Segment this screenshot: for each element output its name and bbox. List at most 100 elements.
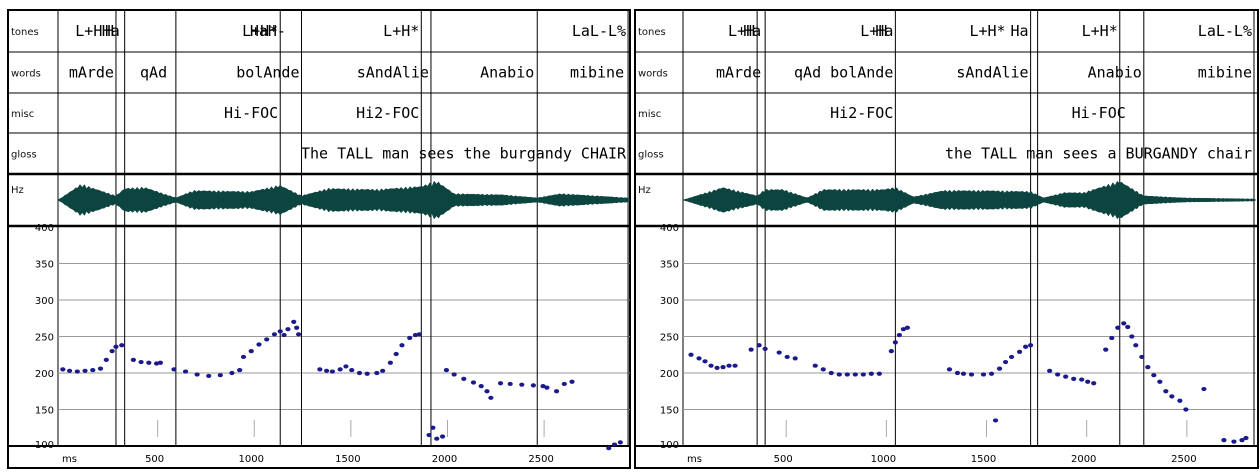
pitch-point — [904, 325, 910, 330]
x-tick-label: 1000 — [239, 454, 264, 465]
left-pitch-panel: toneswordsmiscglossHz1001502002503003504… — [7, 9, 631, 469]
pitch-point — [726, 363, 732, 368]
pitch-point — [553, 389, 560, 394]
pitch-point — [954, 370, 961, 376]
x-tick-label: 2500 — [528, 454, 553, 465]
pitch-point — [130, 357, 136, 362]
pitch-point — [540, 384, 546, 389]
x-tick-label: 500 — [774, 454, 793, 465]
pitch-point — [1163, 389, 1169, 394]
y-tick-label: 350 — [35, 260, 54, 271]
pitch-point — [90, 367, 96, 373]
pitch-point — [606, 446, 612, 451]
pitch-point — [1103, 347, 1109, 352]
pitch-point — [1109, 335, 1115, 341]
pitch-point — [900, 327, 906, 332]
words-tier-label: bolAnde — [236, 64, 299, 82]
tier-label-hz: Hz — [638, 185, 651, 196]
pitch-point — [356, 370, 363, 376]
pitch-point — [996, 366, 1003, 371]
pitch-point — [688, 352, 694, 357]
pitch-point — [561, 381, 567, 387]
gloss-tier-label: The TALL man sees the burgandy CHAIR — [301, 145, 627, 163]
tones-tier-label: Ha — [875, 22, 893, 40]
words-tier-label: mArde — [69, 64, 114, 82]
pitch-point — [1022, 344, 1029, 349]
pitch-point — [182, 369, 189, 374]
pitch-point — [784, 354, 790, 360]
words-tier-label: mibine — [570, 64, 624, 82]
tones-tier-label: Ha — [1011, 22, 1029, 40]
y-tick-label: 150 — [35, 406, 54, 417]
pitch-point — [876, 371, 882, 376]
pitch-point — [1002, 359, 1009, 365]
pitch-point — [343, 364, 349, 369]
pitch-point — [439, 434, 446, 439]
tones-tier-label: L+H* — [383, 22, 419, 40]
pitch-point — [860, 372, 866, 377]
pitch-point — [113, 344, 119, 349]
pitch-point — [1145, 365, 1151, 370]
pitch-point — [74, 369, 80, 374]
pitch-point — [1115, 325, 1121, 330]
pitch-point — [756, 343, 762, 348]
pitch-point — [461, 376, 467, 381]
y-tick-label: 400 — [660, 223, 679, 234]
x-axis-unit: ms — [62, 454, 77, 465]
pitch-point — [109, 349, 115, 354]
pitch-point — [194, 372, 200, 377]
pitch-point — [470, 380, 477, 385]
tier-label-misc: misc — [638, 109, 661, 120]
pitch-point — [248, 349, 254, 354]
pitch-point — [229, 370, 235, 376]
pitch-point — [82, 368, 88, 373]
pitch-point — [407, 335, 413, 341]
pitch-point — [1125, 324, 1131, 330]
pitch-point — [820, 367, 826, 372]
pitch-point — [281, 332, 287, 338]
pitch-point — [1016, 349, 1023, 354]
pitch-point — [426, 432, 432, 438]
pitch-point — [277, 329, 283, 334]
pitch-point — [393, 351, 399, 357]
pitch-point — [329, 369, 336, 374]
pitch-point — [497, 381, 504, 386]
pitch-point — [946, 367, 953, 372]
pitch-point — [1008, 354, 1015, 360]
pitch-point — [732, 363, 738, 368]
pitch-point — [960, 371, 967, 376]
pitch-point — [519, 382, 525, 387]
pitch-point — [1221, 438, 1227, 443]
pitch-point — [762, 346, 768, 352]
pitch-point — [206, 373, 212, 379]
tones-tier-label: LaL-L% — [1198, 22, 1252, 40]
pitch-point — [992, 418, 999, 423]
x-tick-label: 2500 — [1171, 454, 1196, 465]
y-tick-label: 300 — [660, 296, 679, 307]
pitch-point — [380, 368, 386, 373]
tones-tier-label: L+H* — [242, 22, 278, 40]
y-tick-label: 200 — [35, 369, 54, 380]
pitch-point — [968, 372, 975, 377]
pitch-point — [451, 372, 457, 377]
pitch-point — [443, 367, 450, 373]
words-tier-label: mArde — [716, 64, 761, 82]
y-tick-label: 350 — [660, 260, 679, 271]
pitch-point — [294, 325, 300, 330]
words-tier-label: Anabio — [1088, 64, 1142, 82]
pitch-point — [1151, 373, 1157, 378]
pitch-point — [97, 366, 104, 371]
tones-tier-label: L+H* — [1082, 22, 1118, 40]
pitch-point — [291, 319, 297, 324]
pitch-point — [1231, 439, 1237, 444]
pitch-point — [1183, 407, 1189, 412]
pitch-point — [1028, 343, 1034, 348]
pitch-point — [544, 385, 550, 390]
panel-frame — [634, 9, 1259, 469]
tones-tier-label: L+H* — [969, 22, 1005, 40]
y-tick-label: 250 — [660, 333, 679, 344]
pitch-point — [271, 332, 278, 337]
tier-label-tones: tones — [638, 27, 666, 38]
pitch-point — [617, 440, 623, 445]
